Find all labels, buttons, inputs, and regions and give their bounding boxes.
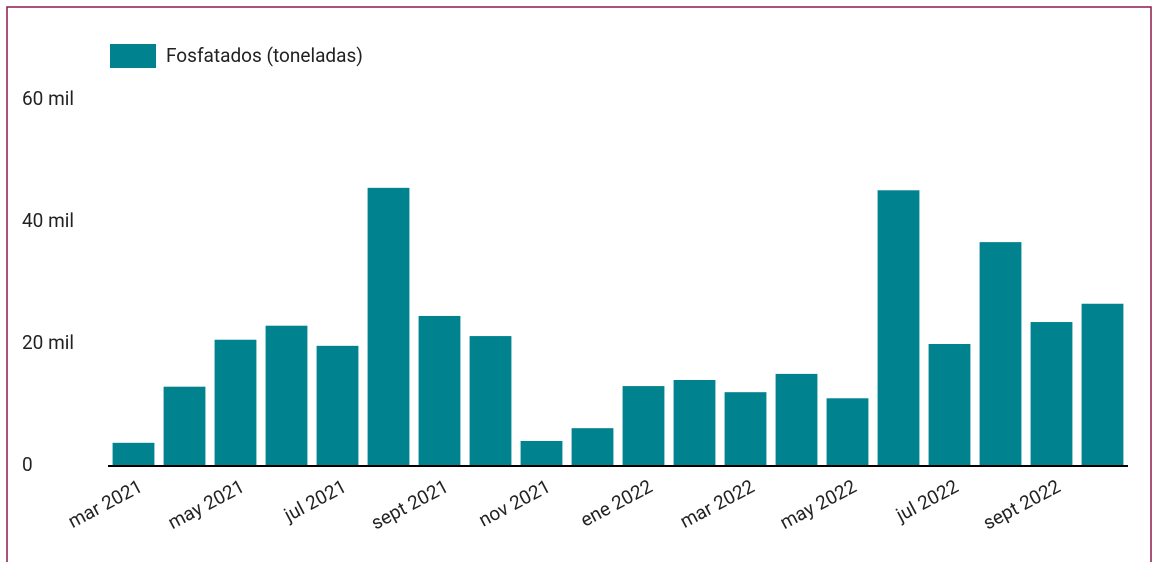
bar	[418, 315, 461, 466]
x-tick-label: jul 2021	[279, 475, 350, 527]
bar	[622, 386, 665, 466]
x-tick-label: ene 2022	[576, 475, 656, 532]
x-tick-label: sept 2022	[979, 475, 1064, 535]
bar	[214, 339, 257, 466]
bar	[520, 440, 563, 466]
x-tick-label: mar 2021	[64, 475, 146, 533]
bar	[928, 344, 971, 466]
bar	[775, 373, 818, 466]
legend-label: Fosfatados (toneladas)	[166, 44, 363, 67]
bar	[316, 345, 359, 466]
legend-swatch	[110, 44, 156, 68]
bar	[826, 398, 869, 466]
frame	[6, 6, 1152, 562]
bar	[877, 190, 920, 466]
bar	[367, 187, 410, 466]
y-tick-label: 60 mil	[22, 87, 74, 110]
bar	[112, 442, 155, 466]
y-tick-label: 20 mil	[22, 331, 74, 354]
bar	[979, 242, 1022, 466]
bar	[1030, 322, 1073, 466]
bar	[163, 386, 206, 466]
x-tick-label: sept 2021	[367, 475, 452, 535]
bar	[724, 392, 767, 466]
bar	[1081, 303, 1124, 466]
x-tick-label: may 2022	[776, 475, 860, 534]
x-tick-label: nov 2021	[475, 475, 555, 532]
bar	[265, 325, 308, 466]
x-tick-label: mar 2022	[676, 475, 758, 533]
bar	[469, 336, 512, 466]
bar	[673, 379, 716, 466]
x-tick-label: may 2021	[164, 475, 248, 534]
x-tick-label: jul 2022	[891, 475, 962, 527]
y-tick-label: 40 mil	[22, 209, 74, 232]
y-tick-label: 0	[22, 453, 33, 476]
bar	[571, 428, 614, 466]
